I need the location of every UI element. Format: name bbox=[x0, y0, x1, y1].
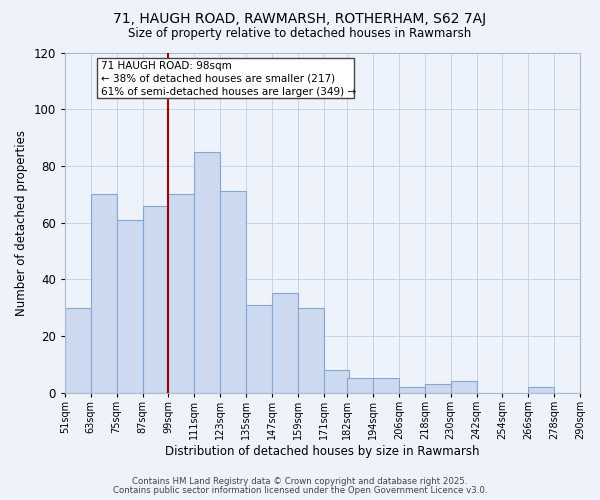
Bar bbox=[451, 382, 476, 392]
X-axis label: Distribution of detached houses by size in Rawmarsh: Distribution of detached houses by size … bbox=[165, 444, 480, 458]
Text: Contains HM Land Registry data © Crown copyright and database right 2025.: Contains HM Land Registry data © Crown c… bbox=[132, 477, 468, 486]
Bar bbox=[116, 220, 143, 392]
Bar bbox=[399, 387, 425, 392]
Text: Contains public sector information licensed under the Open Government Licence v3: Contains public sector information licen… bbox=[113, 486, 487, 495]
Bar bbox=[169, 194, 194, 392]
Bar bbox=[323, 370, 349, 392]
Bar bbox=[246, 305, 272, 392]
Bar bbox=[373, 378, 399, 392]
Text: 71 HAUGH ROAD: 98sqm: 71 HAUGH ROAD: 98sqm bbox=[101, 61, 231, 71]
Bar bbox=[65, 308, 91, 392]
Bar bbox=[347, 378, 373, 392]
Bar bbox=[425, 384, 451, 392]
Y-axis label: Number of detached properties: Number of detached properties bbox=[15, 130, 28, 316]
Text: ← 38% of detached houses are smaller (217): ← 38% of detached houses are smaller (21… bbox=[101, 74, 335, 84]
Bar bbox=[91, 194, 116, 392]
Bar bbox=[194, 152, 220, 392]
Bar bbox=[272, 294, 298, 392]
Bar bbox=[528, 387, 554, 392]
Bar bbox=[220, 192, 246, 392]
Text: 71, HAUGH ROAD, RAWMARSH, ROTHERHAM, S62 7AJ: 71, HAUGH ROAD, RAWMARSH, ROTHERHAM, S62… bbox=[113, 12, 487, 26]
Text: 61% of semi-detached houses are larger (349) →: 61% of semi-detached houses are larger (… bbox=[101, 86, 356, 97]
Bar bbox=[298, 308, 323, 392]
FancyBboxPatch shape bbox=[97, 58, 354, 98]
Bar bbox=[143, 206, 169, 392]
Text: Size of property relative to detached houses in Rawmarsh: Size of property relative to detached ho… bbox=[128, 28, 472, 40]
